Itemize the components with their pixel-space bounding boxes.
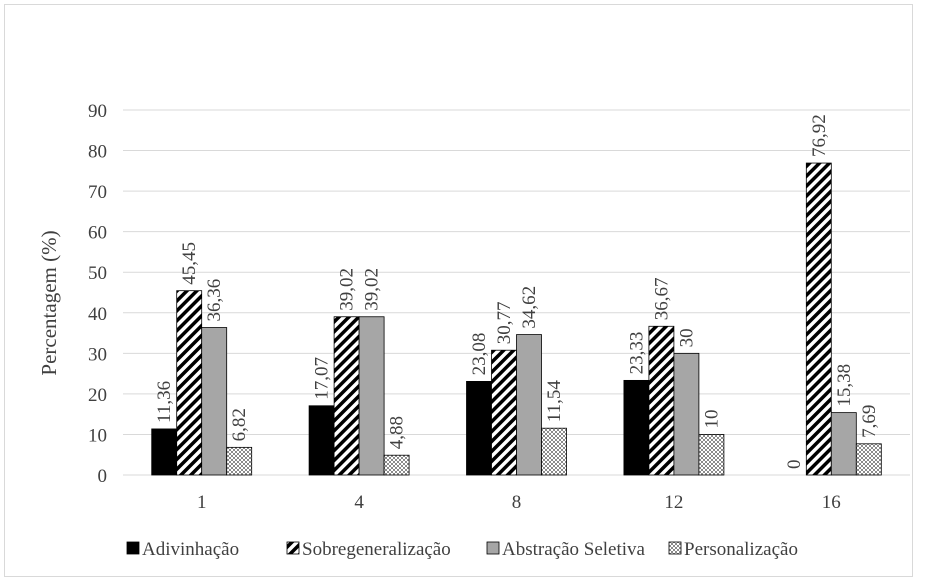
bar [333,316,360,476]
y-tick-label: 0 [98,466,108,487]
y-tick-label: 60 [88,223,107,244]
legend-swatch [668,541,682,555]
data-label: 34,62 [519,286,540,329]
legend-label: Abstração Seletiva [502,539,646,560]
legend-label: Adivinhação [142,539,239,560]
bar [308,405,335,476]
data-label: 23,33 [626,332,647,375]
data-label: 11,54 [544,380,565,423]
bar [648,325,675,476]
data-label: 6,82 [229,408,250,441]
data-label: 36,36 [204,279,225,322]
data-label: 76,92 [809,114,830,157]
legend-swatch [486,541,500,555]
x-tick-label: 16 [822,492,841,513]
y-tick-label: 50 [88,263,107,284]
bar [698,434,725,476]
legend-swatch [126,541,140,555]
bar [383,454,410,476]
y-tick-label: 10 [88,425,107,446]
y-axis-title: Percentagem (%) [37,230,61,375]
data-label: 7,69 [859,405,880,438]
data-label: 11,36 [154,381,175,423]
bar [151,428,178,476]
y-tick-label: 30 [88,344,107,365]
data-label: 10 [701,409,722,428]
y-axis-ticks: 0 10 20 30 40 50 60 70 80 90 [88,101,107,487]
bar [466,380,492,476]
x-tick-label: 8 [512,492,522,513]
data-label: 30,77 [494,301,515,344]
gridlines [123,109,910,476]
data-label: 17,07 [312,357,333,400]
legend-swatch [286,541,300,555]
bar [541,427,567,476]
bar [805,162,832,476]
bar [673,352,700,476]
bar [176,290,203,476]
bar [855,443,882,476]
legend: Adivinhação Sobregeneralização Abstração S… [126,539,798,560]
data-label: 23,08 [469,333,490,376]
bar [201,327,228,476]
y-tick-label: 70 [88,182,107,203]
bar [358,316,385,476]
chart-frame: 0 10 20 30 40 50 60 70 80 90 11,36 45,45 36,36 6,82 1… [4,4,913,577]
data-label: 4,88 [387,416,408,449]
legend-label: Personalização [684,539,798,560]
bar [516,334,542,476]
data-label: 39,02 [362,268,383,311]
bar [623,379,650,476]
data-label: 30 [676,328,697,347]
data-label: 15,38 [834,364,855,407]
data-label: 45,45 [179,242,200,285]
y-tick-label: 40 [88,304,107,325]
data-label: 0 [784,460,805,470]
bar [830,412,857,476]
x-tick-label: 4 [354,492,364,513]
x-tick-label: 1 [197,492,207,513]
y-tick-label: 90 [88,101,107,122]
data-label: 36,67 [651,278,672,321]
bar [226,446,253,476]
y-tick-label: 80 [88,142,107,163]
data-label: 39,02 [337,268,358,311]
x-tick-label: 12 [664,492,683,513]
bar [491,349,517,476]
x-axis-ticks: 1 4 8 12 16 [197,492,841,513]
legend-label: Sobregeneralização [302,539,451,560]
y-tick-label: 20 [88,385,107,406]
bars [151,162,882,476]
